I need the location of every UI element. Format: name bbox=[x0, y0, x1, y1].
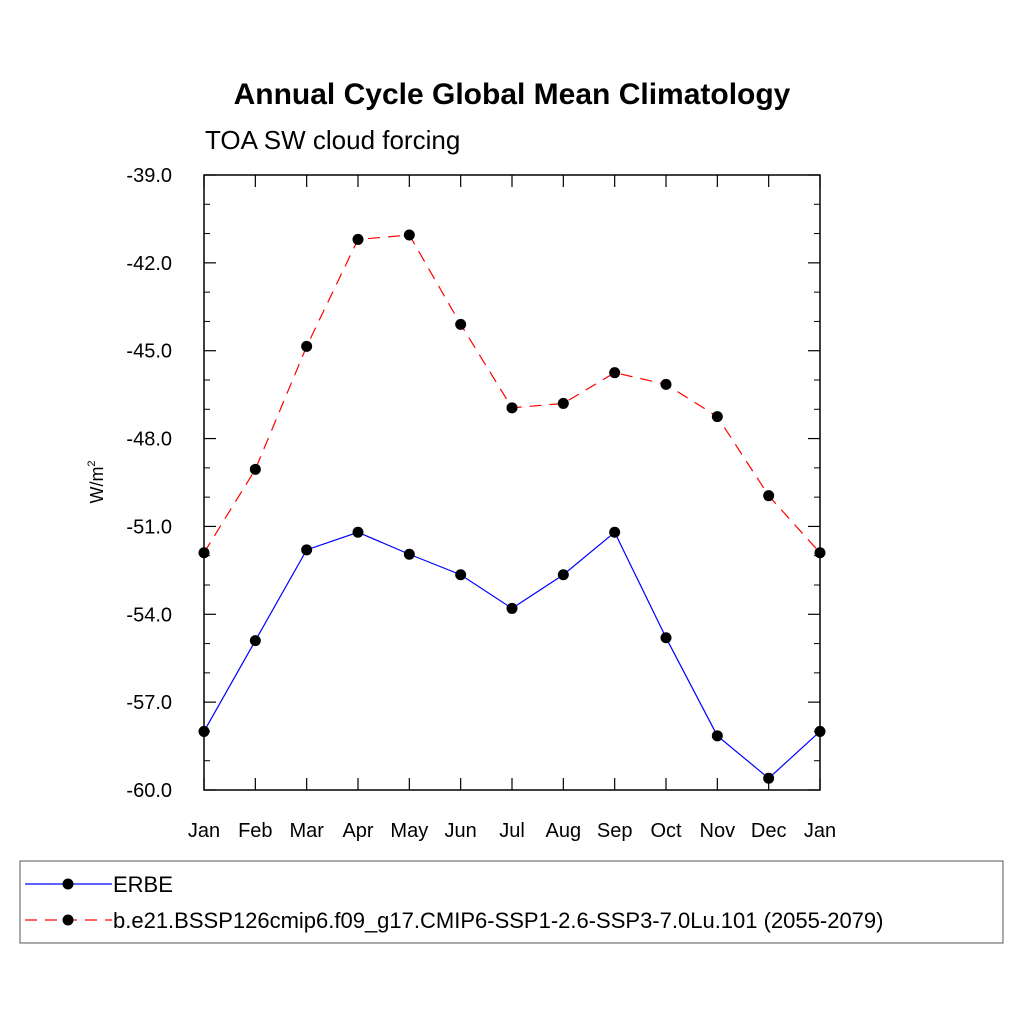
data-point-1 bbox=[711, 411, 723, 423]
legend-label-model: b.e21.BSSP126cmip6.f09_g17.CMIP6-SSP1-2.… bbox=[113, 908, 883, 933]
legend-marker-model bbox=[62, 914, 74, 926]
y-tick-label: -51.0 bbox=[126, 516, 172, 538]
data-point-0 bbox=[609, 526, 621, 538]
svg-text:W/m2: W/m2 bbox=[86, 460, 107, 503]
legend-label-erbe: ERBE bbox=[113, 872, 173, 897]
y-tick-label: -60.0 bbox=[126, 780, 172, 802]
data-point-0 bbox=[301, 544, 313, 556]
plot-frame bbox=[203, 174, 821, 791]
data-point-0 bbox=[660, 632, 672, 644]
x-tick-label: Jul bbox=[499, 820, 525, 842]
x-tick-label: Dec bbox=[751, 820, 787, 842]
data-point-1 bbox=[455, 318, 467, 330]
data-point-0 bbox=[711, 730, 723, 742]
y-tick-label: -45.0 bbox=[126, 341, 172, 363]
series-layer bbox=[198, 229, 826, 784]
chart-subtitle: TOA SW cloud forcing bbox=[205, 125, 460, 155]
x-tick-label: Sep bbox=[597, 820, 633, 842]
data-point-0 bbox=[455, 569, 467, 581]
x-tick-label: Mar bbox=[289, 820, 324, 842]
x-tick-label: Jan bbox=[188, 820, 220, 842]
x-tick-label: Jun bbox=[445, 820, 477, 842]
data-point-1 bbox=[557, 397, 569, 409]
data-point-0 bbox=[814, 725, 826, 737]
data-point-0 bbox=[557, 569, 569, 581]
x-tick-label: Aug bbox=[546, 820, 582, 842]
y-tick-label: -48.0 bbox=[126, 429, 172, 451]
data-point-1 bbox=[660, 378, 672, 390]
y-tick-label: -42.0 bbox=[126, 253, 172, 275]
data-point-1 bbox=[506, 402, 518, 414]
x-tick-label: Oct bbox=[650, 820, 682, 842]
data-point-0 bbox=[352, 526, 364, 538]
data-point-1 bbox=[763, 490, 775, 502]
data-point-0 bbox=[249, 635, 261, 647]
data-point-1 bbox=[609, 367, 621, 379]
x-tick-label: Jan bbox=[804, 820, 836, 842]
legend-marker-erbe bbox=[62, 878, 74, 890]
data-point-0 bbox=[198, 725, 210, 737]
y-tick-label: -39.0 bbox=[126, 165, 172, 187]
chart-title: Annual Cycle Global Mean Climatology bbox=[234, 78, 791, 111]
legend-box bbox=[19, 860, 1004, 944]
data-point-1 bbox=[198, 547, 210, 559]
y-tick-label: -57.0 bbox=[126, 692, 172, 714]
y-axis-label-superscript: 2 bbox=[86, 460, 98, 466]
x-tick-label: May bbox=[390, 820, 428, 842]
legend: ERBE b.e21.BSSP126cmip6.f09_g17.CMIP6-SS… bbox=[19, 860, 1004, 944]
data-point-0 bbox=[763, 772, 775, 784]
data-point-0 bbox=[506, 602, 518, 614]
data-point-0 bbox=[403, 548, 415, 560]
series-line-0 bbox=[203, 531, 821, 780]
x-tick-label: Feb bbox=[238, 820, 272, 842]
data-point-1 bbox=[352, 233, 364, 245]
series-line-1 bbox=[203, 234, 821, 554]
y-tick-label: -54.0 bbox=[126, 604, 172, 626]
data-point-1 bbox=[249, 463, 261, 475]
x-tick-label: Nov bbox=[700, 820, 736, 842]
data-point-1 bbox=[403, 229, 415, 241]
data-point-1 bbox=[814, 547, 826, 559]
x-tick-label: Apr bbox=[342, 820, 373, 842]
axis-ticks: Jan Feb Mar Apr May Jun Jul Aug Sep Oct Nov Dec Jan-… bbox=[126, 165, 836, 842]
y-axis-label: W/m bbox=[87, 467, 107, 504]
y-axis-title: W/m2 bbox=[86, 460, 107, 503]
data-point-1 bbox=[301, 340, 313, 352]
